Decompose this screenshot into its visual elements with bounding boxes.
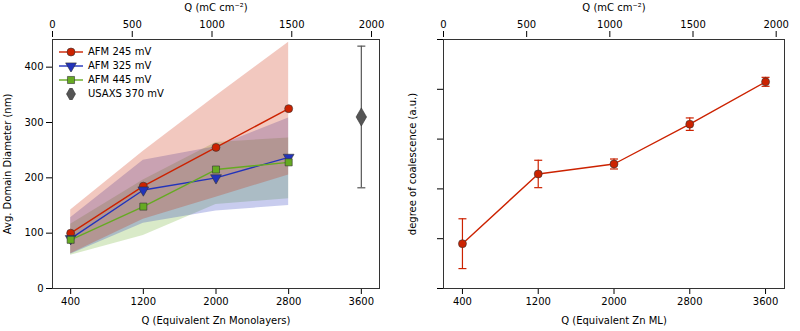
svg-text:1000: 1000 xyxy=(199,19,224,30)
html-text:AFM 245 mV: AFM 245 mV xyxy=(88,46,152,57)
svg-text:Q (Equivalent Zn ML): Q (Equivalent Zn ML) xyxy=(561,315,667,326)
svg-text:2000: 2000 xyxy=(601,296,626,307)
svg-text:400: 400 xyxy=(24,61,43,72)
svg-text:Avg. Domain Diameter (nm): Avg. Domain Diameter (nm) xyxy=(2,94,13,235)
svg-text:500: 500 xyxy=(517,19,536,30)
svg-text:3600: 3600 xyxy=(349,296,374,307)
svg-text:1500: 1500 xyxy=(680,19,705,30)
svg-text:0: 0 xyxy=(440,19,446,30)
svg-text:2800: 2800 xyxy=(276,296,301,307)
svg-text:Q (mC cm⁻²): Q (mC cm⁻²) xyxy=(184,2,247,13)
svg-text:degree of coalescence (a.u.): degree of coalescence (a.u.) xyxy=(407,93,418,235)
svg-text:Q (mC cm⁻²): Q (mC cm⁻²) xyxy=(582,2,645,13)
html-text:USAXS 370 mV: USAXS 370 mV xyxy=(88,88,164,99)
svg-text:0: 0 xyxy=(37,283,43,294)
svg-text:3600: 3600 xyxy=(753,296,778,307)
svg-text:2000: 2000 xyxy=(203,296,228,307)
svg-text:400: 400 xyxy=(453,296,472,307)
html-text:AFM 325 mV: AFM 325 mV xyxy=(88,60,152,71)
svg-text:2000: 2000 xyxy=(359,19,384,30)
svg-text:1200: 1200 xyxy=(525,296,550,307)
html-text:AFM 445 mV: AFM 445 mV xyxy=(88,74,152,85)
svg-text:Q (Equivalent Zn Monolayers): Q (Equivalent Zn Monolayers) xyxy=(142,315,291,326)
svg-text:0: 0 xyxy=(49,19,55,30)
svg-text:2000: 2000 xyxy=(763,19,788,30)
svg-text:100: 100 xyxy=(24,227,43,238)
svg-text:1200: 1200 xyxy=(131,296,156,307)
svg-text:400: 400 xyxy=(61,296,80,307)
svg-text:500: 500 xyxy=(123,19,142,30)
svg-text:1500: 1500 xyxy=(279,19,304,30)
svg-text:1000: 1000 xyxy=(597,19,622,30)
svg-text:300: 300 xyxy=(24,117,43,128)
svg-text:2800: 2800 xyxy=(677,296,702,307)
svg-text:200: 200 xyxy=(24,172,43,183)
